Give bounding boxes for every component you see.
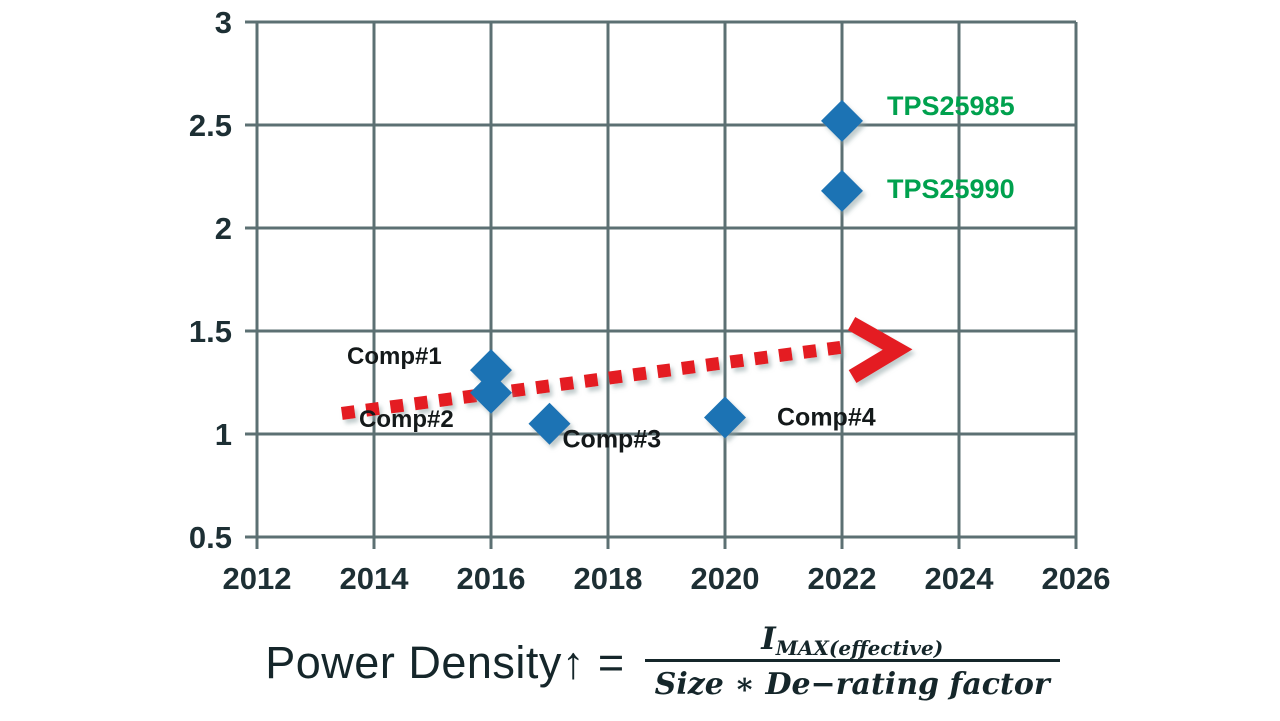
formula-numerator-subscript: MAX(effective) (775, 635, 944, 660)
axis-tick-labels: 2012 2014 2016 2018 2020 2022 2024 2026 3 2.5 2 1.5… (189, 5, 1111, 596)
y-axis-label-0.5: 0.5 (189, 520, 232, 555)
data-point-labels: Comp#1 Comp#2 Comp#3 Comp#4 TPS25985 TPS25990 (347, 91, 1015, 454)
y-axis-label-3: 3 (215, 5, 232, 40)
x-axis-label-2026: 2026 (1042, 561, 1111, 596)
x-axis-label-2018: 2018 (574, 561, 643, 596)
x-axis-label-2016: 2016 (457, 561, 526, 596)
x-axis-label-2014: 2014 (340, 561, 410, 596)
label-tps25985: TPS25985 (887, 91, 1015, 121)
y-axis-label-2.5: 2.5 (189, 108, 232, 143)
x-axis-label-2022: 2022 (808, 561, 877, 596)
x-axis-label-2024: 2024 (925, 561, 995, 596)
trend-arrowhead (847, 317, 913, 383)
x-axis-label-2012: 2012 (223, 561, 292, 596)
power-density-chart: 2012 2014 2016 2018 2020 2022 2024 2026 3 2.5 2 1.5… (189, 5, 1111, 596)
label-tps25990: TPS25990 (887, 174, 1015, 204)
formula-denominator: Size ∗ De−rating factor (644, 658, 1060, 705)
formula-fraction: IMAX(effective) Size ∗ De−rating factor (644, 620, 1060, 705)
formula-numerator: IMAX(effective) (761, 620, 944, 660)
x-axis-label-2020: 2020 (691, 561, 760, 596)
marker-comp1 (470, 349, 512, 392)
marker-tps25990 (821, 169, 863, 212)
power-density-formula: Power Density↑ = IMAX(effective) Size ∗ … (0, 604, 1280, 721)
trend-dashed-line (340, 340, 849, 420)
marker-comp2 (470, 371, 512, 414)
label-comp2: Comp#2 (359, 406, 454, 433)
marker-comp4 (704, 396, 746, 439)
data-markers (470, 99, 863, 445)
marker-comp3 (528, 402, 571, 445)
label-comp1: Comp#1 (347, 343, 442, 370)
label-comp4: Comp#4 (777, 404, 876, 432)
y-axis-label-1.5: 1.5 (189, 314, 232, 349)
y-axis-label-2: 2 (215, 211, 232, 246)
trend-arrow (340, 317, 913, 420)
formula-lhs: Power Density↑ = (265, 636, 625, 688)
y-axis-label-1: 1 (215, 417, 232, 452)
label-comp3: Comp#3 (563, 426, 662, 454)
axis-ticks (245, 20, 1078, 549)
marker-tps25985 (821, 99, 863, 142)
